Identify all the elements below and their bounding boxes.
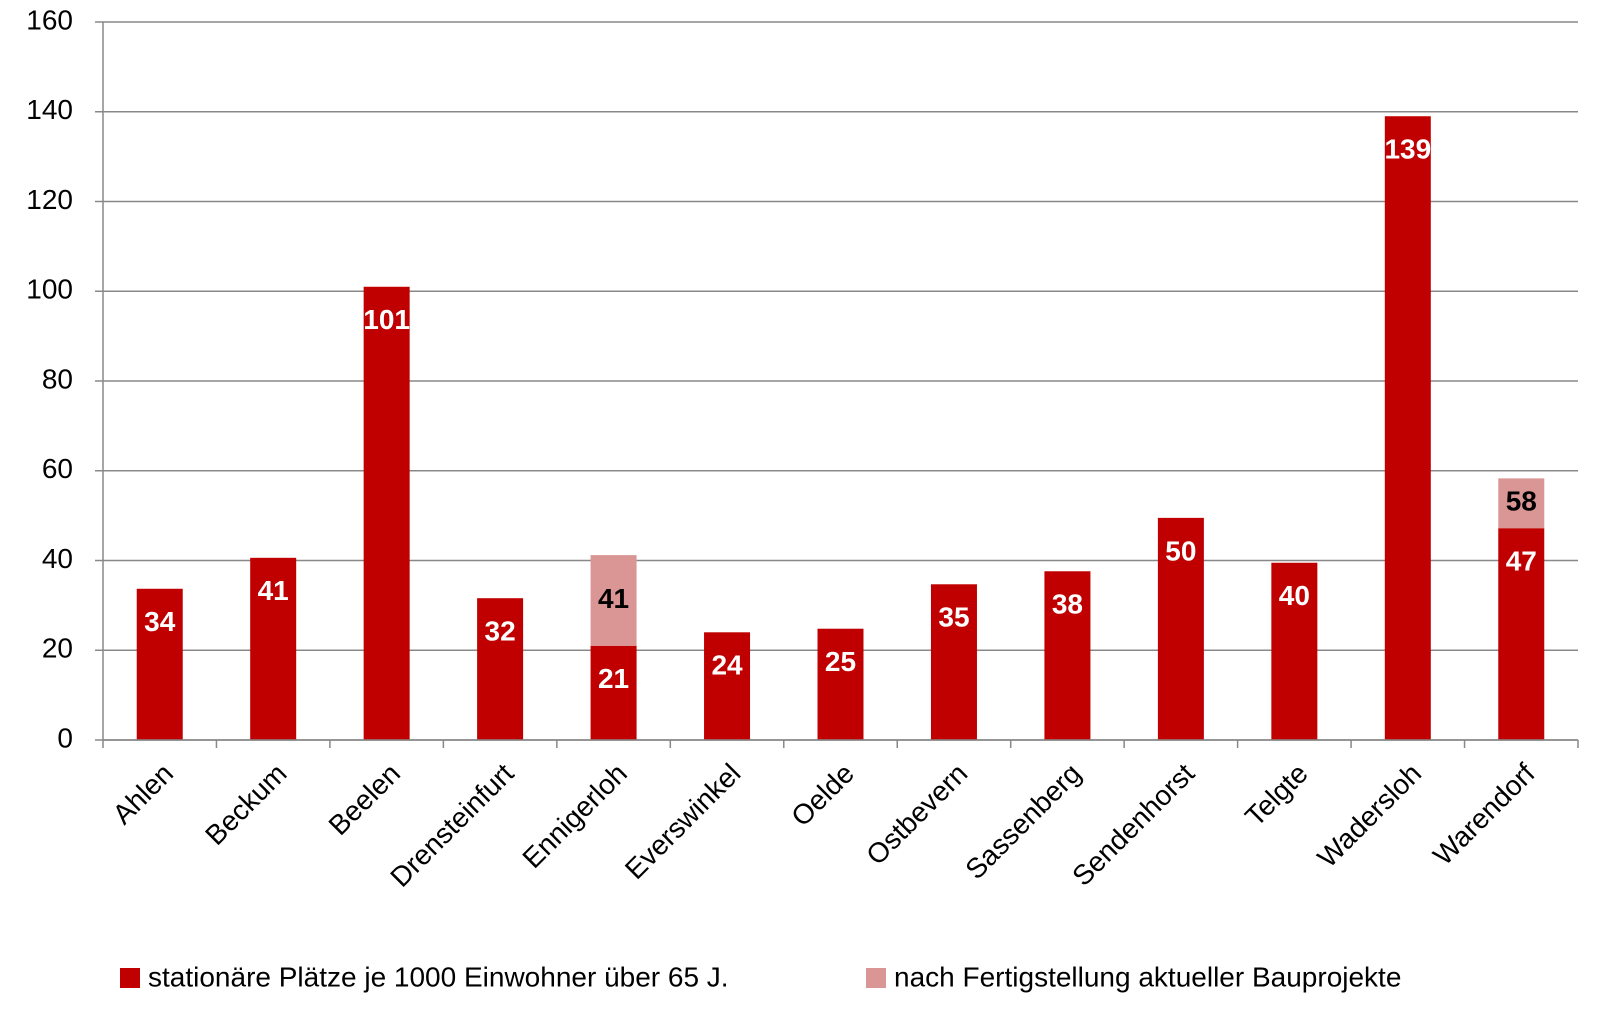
y-tick-label: 120	[26, 184, 73, 215]
x-tick-label: Telgte	[1239, 758, 1314, 833]
data-label: 24	[711, 650, 743, 681]
x-tick-label: Beelen	[323, 758, 407, 842]
data-label: 101	[363, 304, 410, 335]
bar-segment	[250, 557, 297, 740]
bar-segment	[1498, 528, 1545, 740]
data-label: 32	[485, 616, 516, 647]
bar-segment	[704, 632, 751, 740]
y-tick-label: 160	[26, 4, 73, 35]
x-tick-label: Ostbevern	[860, 758, 973, 871]
bar-segment	[1498, 478, 1545, 529]
data-label: 34	[144, 606, 176, 637]
legend-swatch	[866, 968, 886, 988]
x-tick-label: Drensteinfurt	[384, 757, 519, 892]
x-tick-label: Warendorf	[1427, 757, 1541, 871]
data-label: 41	[598, 583, 629, 614]
legend-swatch	[120, 968, 140, 988]
data-label: 139	[1384, 134, 1431, 165]
data-label: 40	[1279, 580, 1310, 611]
data-label: 58	[1506, 486, 1537, 517]
y-tick-label: 80	[42, 363, 73, 394]
bar-segment	[136, 588, 183, 740]
bar-segment	[1271, 562, 1318, 740]
data-label: 35	[938, 602, 969, 633]
bar-segment	[363, 286, 410, 740]
x-tick-label: Ahlen	[107, 758, 180, 831]
bar-segment	[477, 598, 524, 740]
x-tick-label: Sendenhorst	[1066, 757, 1200, 891]
x-tick-label: Wadersloh	[1311, 758, 1427, 874]
bar-segment	[930, 584, 977, 740]
x-tick-label: Sassenberg	[959, 758, 1087, 886]
bar-segment	[1384, 116, 1431, 741]
y-tick-label: 20	[42, 633, 73, 664]
legend-label: stationäre Plätze je 1000 Einwohner über…	[148, 961, 729, 992]
data-label: 41	[258, 575, 289, 606]
x-tick-label: Oelde	[785, 758, 860, 833]
bar-segment	[590, 645, 637, 740]
bar-segment	[1044, 571, 1091, 740]
bar-segment	[1157, 517, 1204, 740]
x-tick-label: Beckum	[199, 758, 292, 851]
x-tick-label: Ennigerloh	[516, 758, 633, 875]
bar-segment	[590, 555, 637, 646]
y-tick-label: 140	[26, 94, 73, 125]
y-tick-label: 40	[42, 543, 73, 574]
data-label: 21	[598, 663, 629, 694]
legend-label: nach Fertigstellung aktueller Bauprojekt…	[894, 961, 1401, 992]
x-tick-label: Everswinkel	[619, 758, 747, 886]
y-tick-label: 100	[26, 274, 73, 305]
bar-segment	[817, 628, 864, 740]
data-label: 25	[825, 646, 856, 677]
data-label: 47	[1506, 546, 1537, 577]
y-tick-label: 0	[57, 722, 73, 753]
data-label: 50	[1165, 535, 1196, 566]
data-label: 38	[1052, 589, 1083, 620]
y-tick-label: 60	[42, 453, 73, 484]
